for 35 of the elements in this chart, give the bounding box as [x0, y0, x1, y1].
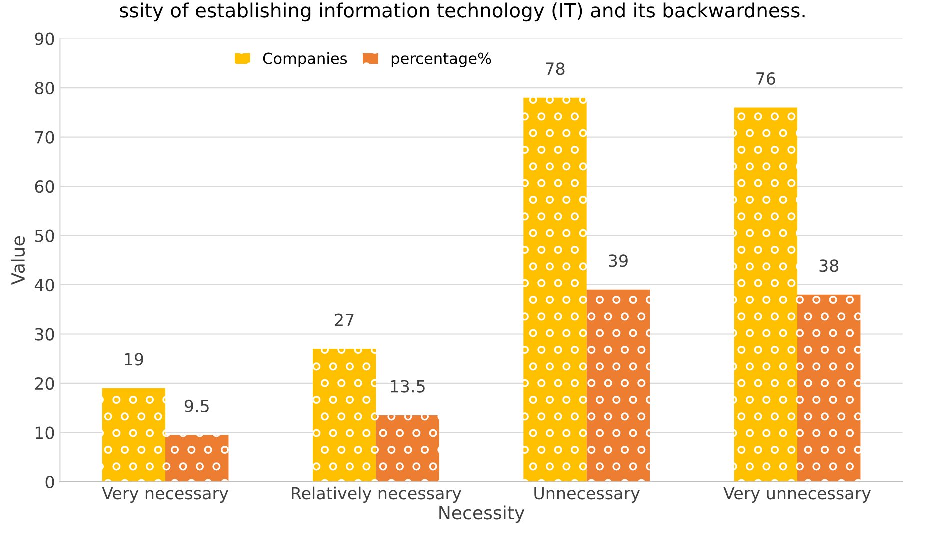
- bar: [312, 349, 376, 482]
- data-label: 27: [335, 314, 354, 326]
- x-tick-label: Relatively necessary: [292, 486, 462, 503]
- y-axis-title: Value: [11, 236, 26, 286]
- y-tick-label: 90: [35, 32, 54, 46]
- bar: [524, 98, 587, 482]
- y-tick-label: 30: [35, 328, 54, 341]
- y-tick-label: 60: [35, 180, 54, 194]
- data-label: 38: [820, 260, 839, 272]
- x-axis-title: Necessity: [440, 506, 525, 524]
- y-tick-label: 20: [35, 377, 54, 390]
- bar: [376, 416, 440, 482]
- y-tick-label: 40: [34, 278, 54, 292]
- y-tick-label: 80: [35, 82, 54, 95]
- bar: [798, 294, 861, 482]
- data-label: 19: [125, 353, 144, 366]
- y-tick-label: 70: [35, 131, 54, 144]
- legend-label: percentage%: [392, 52, 492, 68]
- bar: [166, 435, 229, 482]
- x-tick-label: Very unnecessary: [724, 487, 872, 503]
- data-label: 78: [546, 62, 565, 76]
- chart-title: ssity of establishing information technology (IT) and its backwardness.: [120, 2, 805, 22]
- y-tick-label: 0: [46, 476, 54, 489]
- data-label: 39: [609, 254, 628, 268]
- x-tick-label: Unnecessary: [534, 487, 640, 503]
- bar: [586, 290, 650, 482]
- y-tick-label: 50: [35, 230, 54, 242]
- bar: [102, 388, 166, 482]
- legend-label: Companies: [263, 52, 348, 68]
- data-label: 9.5: [184, 400, 209, 413]
- data-label: 13.5: [391, 380, 425, 393]
- y-tick-label: 10: [36, 426, 54, 440]
- bar: [734, 108, 798, 482]
- data-label: 76: [756, 72, 776, 86]
- x-tick-label: Very necessary: [102, 487, 228, 503]
